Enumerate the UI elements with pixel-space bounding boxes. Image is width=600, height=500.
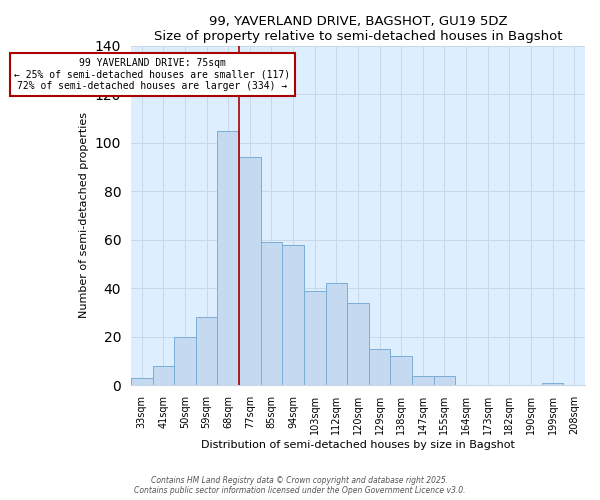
Bar [217,130,239,386]
Text: 99 YAVERLAND DRIVE: 75sqm
← 25% of semi-detached houses are smaller (117)
72% of: 99 YAVERLAND DRIVE: 75sqm ← 25% of semi-… [14,58,290,91]
Text: Contains HM Land Registry data © Crown copyright and database right 2025.
Contai: Contains HM Land Registry data © Crown c… [134,476,466,495]
Bar [347,303,369,386]
Bar [434,376,455,386]
Bar [174,337,196,386]
Y-axis label: Number of semi-detached properties: Number of semi-detached properties [79,112,89,318]
Bar [369,349,391,386]
Bar [131,378,152,386]
Bar [542,383,563,386]
Title: 99, YAVERLAND DRIVE, BAGSHOT, GU19 5DZ
Size of property relative to semi-detache: 99, YAVERLAND DRIVE, BAGSHOT, GU19 5DZ S… [154,15,562,43]
Bar [391,356,412,386]
Bar [282,244,304,386]
Bar [196,318,217,386]
Bar [152,366,174,386]
Bar [326,284,347,386]
Bar [412,376,434,386]
Bar [304,290,326,386]
Bar [260,242,282,386]
Bar [239,157,260,386]
X-axis label: Distribution of semi-detached houses by size in Bagshot: Distribution of semi-detached houses by … [201,440,515,450]
